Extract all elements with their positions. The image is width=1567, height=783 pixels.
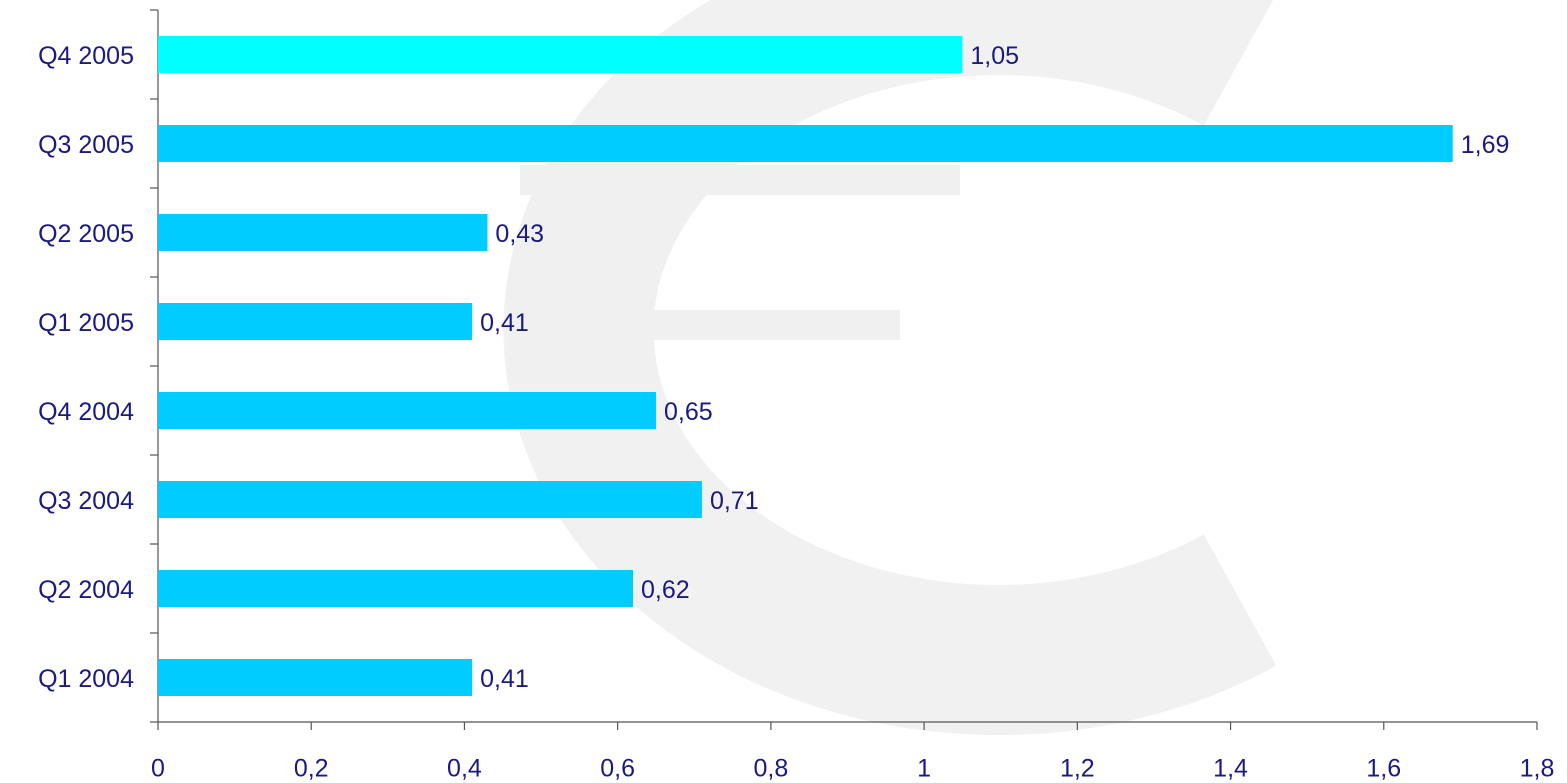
data-label: 0,71 [710,487,759,515]
euro-shape [503,0,1277,735]
x-tick-label: 0 [151,755,165,783]
watermark [503,0,1277,735]
bar [158,303,473,340]
data-label: 1,69 [1461,131,1510,159]
bar [158,392,656,429]
y-tick-label: Q4 2005 [38,42,134,70]
x-tick-label: 1,4 [1213,755,1248,783]
x-tick-label: 1,8 [1520,755,1555,783]
y-tick-label: Q3 2005 [38,131,134,159]
bar [158,570,633,607]
y-tick-label: Q3 2004 [38,487,134,515]
data-label: 0,41 [480,309,529,337]
bar [158,125,1453,162]
bar [158,481,702,518]
x-tick-label: 1 [917,755,931,783]
x-tick-label: 0,4 [447,755,482,783]
x-tick-label: 0,8 [754,755,789,783]
data-label: 0,43 [495,220,544,248]
bar [158,214,488,251]
bar [158,659,473,696]
data-label: 0,62 [641,576,690,604]
y-tick-label: Q2 2005 [38,220,134,248]
data-label: 1,05 [970,42,1019,70]
data-label: 0,41 [480,665,529,693]
x-tick-label: 0,2 [294,755,329,783]
data-label: 0,65 [664,398,713,426]
euro-bar [520,310,900,340]
y-tick-label: Q2 2004 [38,576,134,604]
bar [158,36,963,73]
x-tick-label: 0,6 [600,755,635,783]
x-tick-label: 1,2 [1060,755,1095,783]
x-tick-label: 1,6 [1366,755,1401,783]
y-tick-label: Q1 2005 [38,309,134,337]
y-tick-label: Q4 2004 [38,398,134,426]
euro-bar [520,165,960,195]
y-tick-label: Q1 2004 [38,665,134,693]
